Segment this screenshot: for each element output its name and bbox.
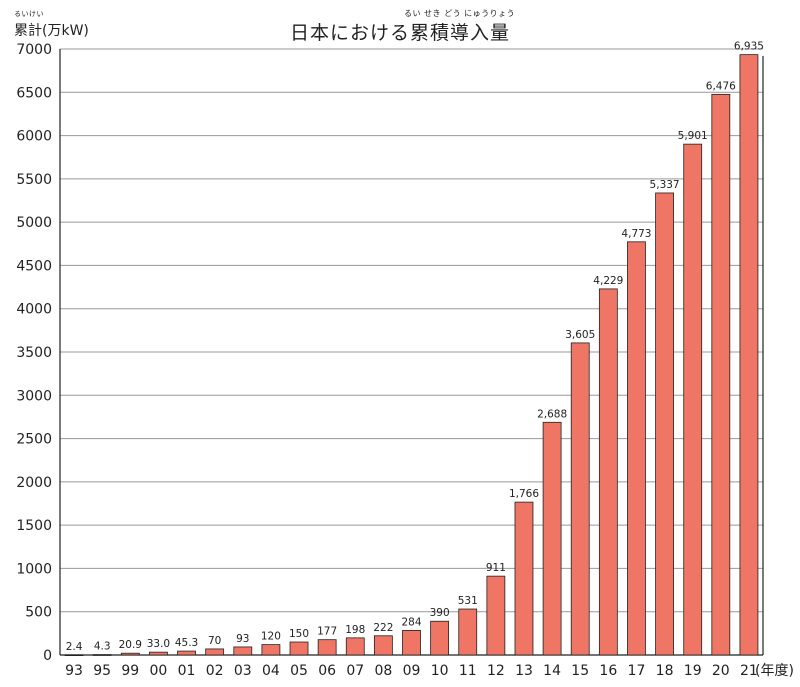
data-label: 390 — [430, 607, 450, 619]
x-tick-label: 20 — [712, 663, 730, 679]
x-tick-label: 13 — [515, 663, 533, 679]
bar-04 — [261, 644, 281, 656]
bar-19 — [683, 143, 703, 656]
x-tick-label: 17 — [628, 663, 646, 679]
bar-16 — [598, 288, 618, 656]
y-tick-label: 500 — [25, 605, 52, 621]
y-tick-label: 6000 — [16, 129, 52, 145]
x-axis-unit-label: (年度) — [755, 663, 794, 679]
y-tick-label: 3000 — [16, 388, 52, 404]
x-tick-label: 14 — [543, 663, 561, 679]
data-label: 120 — [261, 631, 281, 643]
chart-title: 日本における累積導入量 — [289, 22, 510, 44]
bar-15 — [570, 342, 590, 656]
x-tick-label: 16 — [599, 663, 617, 679]
y-tick-label: 5000 — [16, 215, 52, 231]
x-tick-label: 08 — [374, 663, 392, 679]
data-label: 284 — [401, 616, 421, 628]
bar-93 — [64, 654, 84, 656]
chart-title-ruby: るい せき どう にゅうりょう — [404, 9, 516, 18]
bar-21 — [739, 54, 759, 656]
y-tick-label: 4000 — [16, 302, 52, 318]
x-tick-label: 02 — [206, 663, 224, 679]
data-label: 4,229 — [593, 275, 623, 287]
bar-00 — [149, 651, 168, 656]
bar-20 — [711, 93, 731, 656]
x-tick-label: 19 — [684, 663, 702, 679]
y-axis-label: 累計(万kW) — [14, 23, 89, 39]
y-tick-label: 6500 — [16, 85, 52, 101]
bar-08 — [373, 635, 393, 656]
data-label: 6,476 — [706, 80, 736, 92]
data-label: 5,337 — [650, 179, 680, 191]
data-label: 45.3 — [175, 637, 198, 649]
y-tick-label: 5500 — [16, 172, 52, 188]
y-tick-label: 1500 — [16, 518, 52, 534]
y-tick-label: 3500 — [16, 345, 52, 361]
x-tick-label: 03 — [234, 663, 252, 679]
data-label: 4.3 — [94, 641, 111, 653]
bar-12 — [486, 575, 506, 656]
y-tick-label: 0 — [43, 648, 52, 664]
x-tick-label: 12 — [487, 663, 505, 679]
data-label: 93 — [236, 633, 249, 645]
bar-13 — [514, 501, 534, 656]
data-label: 2.4 — [66, 641, 83, 653]
bar-18 — [655, 192, 674, 656]
y-tick-label: 2000 — [16, 475, 52, 491]
data-label: 177 — [317, 626, 337, 638]
x-tick-label: 01 — [178, 663, 196, 679]
data-label: 198 — [345, 624, 365, 636]
x-tick-label: 10 — [431, 663, 449, 679]
x-tick-label: 05 — [290, 663, 308, 679]
y-axis-label-ruby: るいけい — [14, 10, 44, 18]
bar-06 — [317, 639, 337, 656]
x-tick-label: 93 — [65, 663, 83, 679]
bar-05 — [289, 641, 309, 656]
x-tick-label: 06 — [318, 663, 336, 679]
bar-10 — [430, 620, 450, 656]
data-label: 6,935 — [734, 41, 764, 53]
bar-17 — [627, 241, 646, 656]
bar-01 — [177, 650, 196, 656]
y-tick-label: 4500 — [16, 258, 52, 274]
x-tick-label: 07 — [346, 663, 364, 679]
data-label: 70 — [208, 635, 221, 647]
bar-14 — [542, 421, 562, 656]
x-tick-label: 95 — [93, 663, 111, 679]
x-tick-label: 21 — [740, 663, 758, 679]
bar-02 — [205, 648, 225, 656]
y-tick-label: 7000 — [16, 42, 52, 58]
bar-03 — [233, 646, 253, 656]
data-label: 150 — [289, 628, 309, 640]
data-label: 5,901 — [678, 130, 708, 142]
y-tick-label: 1000 — [16, 561, 52, 577]
data-label: 3,605 — [565, 329, 595, 341]
y-tick-label: 2500 — [16, 432, 52, 448]
data-label: 911 — [486, 562, 506, 574]
data-label: 1,766 — [509, 488, 539, 500]
data-label: 531 — [458, 595, 478, 607]
data-label: 20.9 — [119, 639, 142, 651]
x-tick-label: 15 — [571, 663, 589, 679]
bar-09 — [402, 630, 421, 656]
x-tick-label: 11 — [459, 663, 477, 679]
x-tick-label: 18 — [656, 663, 674, 679]
data-label: 222 — [373, 622, 393, 634]
data-label: 4,773 — [621, 228, 651, 240]
bar-07 — [345, 637, 365, 656]
bar-99 — [120, 652, 140, 656]
bar-11 — [458, 608, 478, 656]
x-tick-label: 99 — [121, 663, 139, 679]
data-label: 33.0 — [147, 638, 170, 650]
data-label: 2,688 — [537, 408, 567, 420]
x-tick-label: 00 — [150, 663, 168, 679]
bar-95 — [92, 654, 112, 656]
x-tick-label: 09 — [403, 663, 421, 679]
x-tick-label: 04 — [262, 663, 280, 679]
